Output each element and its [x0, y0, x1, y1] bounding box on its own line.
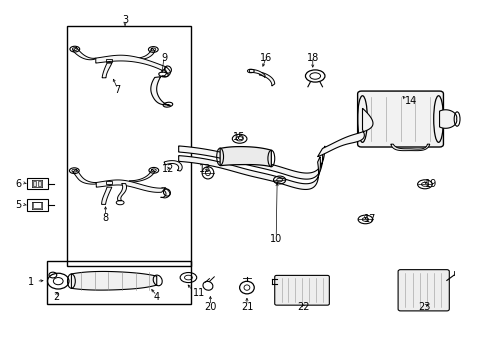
Polygon shape — [102, 63, 112, 78]
Polygon shape — [259, 72, 274, 86]
Text: 22: 22 — [296, 302, 308, 312]
Polygon shape — [150, 77, 170, 105]
Text: 23: 23 — [418, 302, 430, 312]
Text: 17: 17 — [363, 215, 376, 224]
Polygon shape — [96, 180, 165, 192]
FancyBboxPatch shape — [357, 91, 443, 147]
Text: 9: 9 — [161, 53, 167, 63]
Polygon shape — [102, 187, 112, 204]
Polygon shape — [71, 271, 157, 290]
Polygon shape — [390, 144, 429, 150]
Text: 2: 2 — [54, 292, 60, 302]
Text: 6: 6 — [15, 179, 21, 189]
Text: 5: 5 — [15, 200, 21, 210]
Polygon shape — [129, 169, 155, 182]
Text: 21: 21 — [240, 302, 253, 312]
Text: 13: 13 — [199, 164, 211, 174]
Text: 8: 8 — [102, 213, 108, 222]
Polygon shape — [33, 181, 36, 186]
Polygon shape — [178, 146, 325, 179]
Text: 20: 20 — [204, 302, 216, 312]
Polygon shape — [161, 67, 170, 77]
Text: 15: 15 — [232, 132, 244, 142]
Polygon shape — [96, 55, 166, 71]
Polygon shape — [317, 108, 372, 157]
Polygon shape — [249, 69, 264, 77]
Polygon shape — [73, 169, 96, 184]
Text: 14: 14 — [405, 96, 417, 106]
Polygon shape — [160, 188, 169, 198]
Polygon shape — [73, 47, 96, 60]
Polygon shape — [220, 147, 271, 167]
Text: 19: 19 — [424, 179, 436, 189]
Text: 4: 4 — [153, 292, 160, 302]
Text: 10: 10 — [269, 234, 282, 244]
Polygon shape — [130, 48, 155, 59]
Text: 7: 7 — [114, 85, 121, 95]
Text: 3: 3 — [122, 15, 128, 26]
Polygon shape — [38, 181, 41, 186]
Text: 12: 12 — [161, 164, 174, 174]
Polygon shape — [117, 184, 126, 201]
FancyBboxPatch shape — [397, 270, 448, 311]
Text: 18: 18 — [306, 53, 318, 63]
FancyBboxPatch shape — [274, 275, 329, 305]
Text: 16: 16 — [260, 53, 272, 63]
Text: 11: 11 — [193, 288, 205, 298]
Polygon shape — [178, 156, 320, 189]
Polygon shape — [163, 161, 182, 171]
Polygon shape — [439, 110, 456, 128]
Text: 1: 1 — [28, 277, 34, 287]
